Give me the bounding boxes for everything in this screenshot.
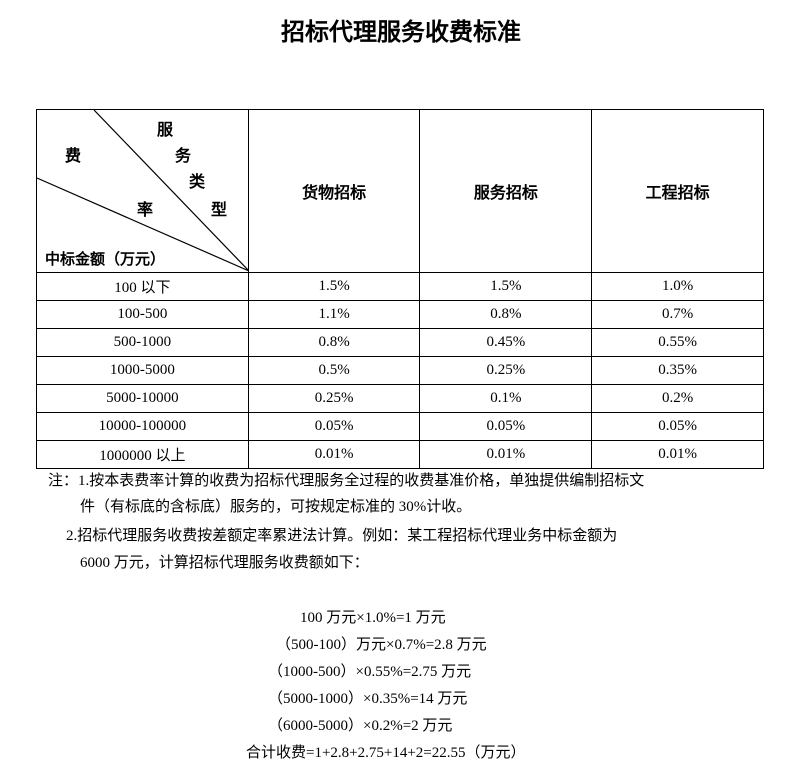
diag-label: 型 — [211, 200, 228, 219]
rate-cell: 0.01% — [419, 440, 593, 469]
column-header: 货物招标 — [247, 109, 421, 273]
calc-line: （6000-5000）×0.2%=2 万元 — [268, 718, 453, 734]
column-header: 服务招标 — [419, 109, 593, 273]
rate-cell: 1.0% — [591, 272, 764, 301]
rate-cell: 0.55% — [591, 328, 764, 357]
calc-line: 100 万元×1.0%=1 万元 — [300, 610, 446, 626]
diag-label: 类 — [189, 172, 206, 191]
amount-range-cell: 10000-100000 — [36, 412, 249, 441]
amount-range-cell: 1000-5000 — [36, 356, 249, 385]
diag-label: 中标金额（万元） — [45, 250, 166, 268]
amount-range-cell: 500-1000 — [36, 328, 249, 357]
table-header-row: 服 务 类 型 费 率 中标金额（万元） 货物招标 服务招标 工程招标 — [36, 109, 764, 273]
rate-cell: 0.05% — [591, 412, 764, 441]
rate-cell: 0.2% — [591, 384, 764, 413]
rate-cell: 0.35% — [591, 356, 764, 385]
diagonal-lines — [37, 110, 249, 272]
rate-cell: 0.25% — [419, 356, 593, 385]
diag-label: 率 — [137, 200, 154, 219]
diag-label: 费 — [65, 146, 82, 165]
rate-cell: 0.5% — [247, 356, 421, 385]
amount-range-cell: 1000000 以上 — [36, 440, 249, 469]
calc-line: （1000-500）×0.55%=2.75 万元 — [268, 664, 472, 680]
rate-cell: 0.7% — [591, 300, 764, 329]
table-row: 100-500 1.1% 0.8% 0.7% — [36, 300, 764, 329]
note-2-line-2: 6000 万元，计算招标代理服务收费额如下： — [80, 555, 369, 571]
table-row: 1000-5000 0.5% 0.25% 0.35% — [36, 356, 764, 385]
rate-cell: 0.1% — [419, 384, 593, 413]
amount-range-cell: 100-500 — [36, 300, 249, 329]
table-row: 500-1000 0.8% 0.45% 0.55% — [36, 328, 764, 357]
note-1-line-1: 注：1.按本表费率计算的收费为招标代理服务全过程的收费基准价格，单独提供编制招标… — [48, 473, 645, 489]
table-row: 5000-10000 0.25% 0.1% 0.2% — [36, 384, 764, 413]
rate-cell: 0.05% — [247, 412, 421, 441]
calc-line: （500-100）万元×0.7%=2.8 万元 — [276, 637, 487, 653]
rate-cell: 0.01% — [591, 440, 764, 469]
diag-label: 务 — [175, 146, 192, 165]
amount-range-cell: 5000-10000 — [36, 384, 249, 413]
rate-cell: 0.25% — [247, 384, 421, 413]
fee-table: 服 务 类 型 费 率 中标金额（万元） 货物招标 服务招标 工程招标 100 … — [36, 109, 764, 469]
rate-cell: 0.8% — [247, 328, 421, 357]
table-row: 10000-100000 0.05% 0.05% 0.05% — [36, 412, 764, 441]
rate-cell: 1.5% — [419, 272, 593, 301]
diagonal-header-cell: 服 务 类 型 费 率 中标金额（万元） — [36, 109, 249, 273]
rate-cell: 0.01% — [247, 440, 421, 469]
note-2-line-1: 2.招标代理服务收费按差额定率累进法计算。例如：某工程招标代理业务中标金额为 — [66, 528, 618, 544]
diag-label: 服 — [157, 120, 174, 139]
rate-cell: 0.45% — [419, 328, 593, 357]
rate-cell: 0.05% — [419, 412, 593, 441]
calc-line: （5000-1000）×0.35%=14 万元 — [268, 691, 468, 707]
note-1-line-2: 件（有标底的含标底）服务的，可按规定标准的 30%计收。 — [80, 499, 472, 515]
amount-range-cell: 100 以下 — [36, 272, 249, 301]
rate-cell: 1.1% — [247, 300, 421, 329]
table-row: 1000000 以上 0.01% 0.01% 0.01% — [36, 440, 764, 469]
page-title: 招标代理服务收费标准 — [281, 18, 521, 46]
rate-cell: 0.8% — [419, 300, 593, 329]
calc-total: 合计收费=1+2.8+2.75+14+2=22.55（万元） — [246, 745, 526, 761]
rate-cell: 1.5% — [247, 272, 421, 301]
column-header: 工程招标 — [591, 109, 764, 273]
table-row: 100 以下 1.5% 1.5% 1.0% — [36, 272, 764, 301]
